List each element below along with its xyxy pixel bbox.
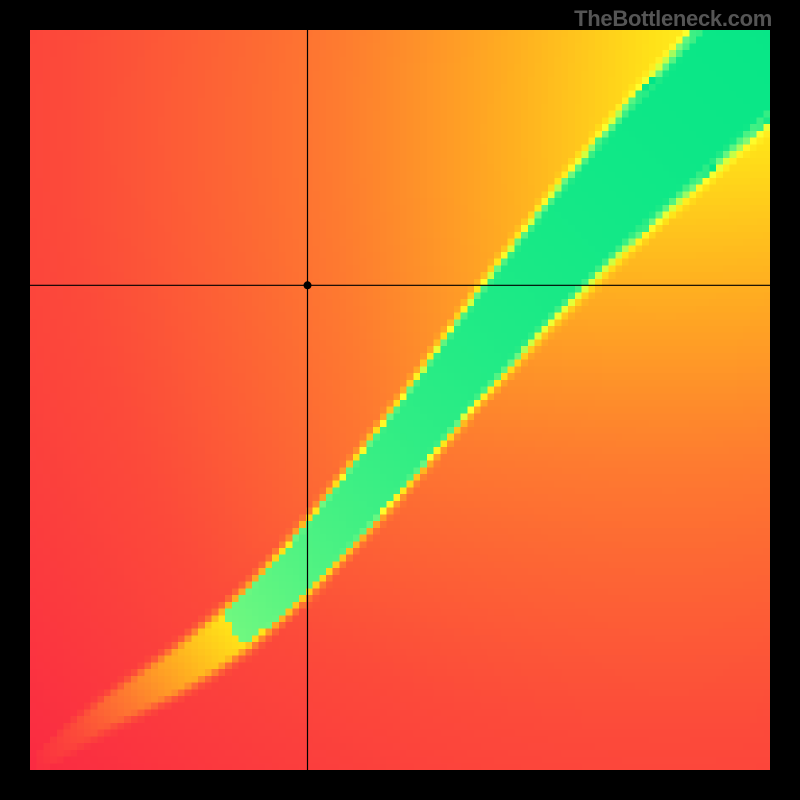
bottleneck-heatmap <box>30 30 770 770</box>
heatmap-canvas <box>30 30 770 770</box>
watermark-text: TheBottleneck.com <box>574 6 772 32</box>
